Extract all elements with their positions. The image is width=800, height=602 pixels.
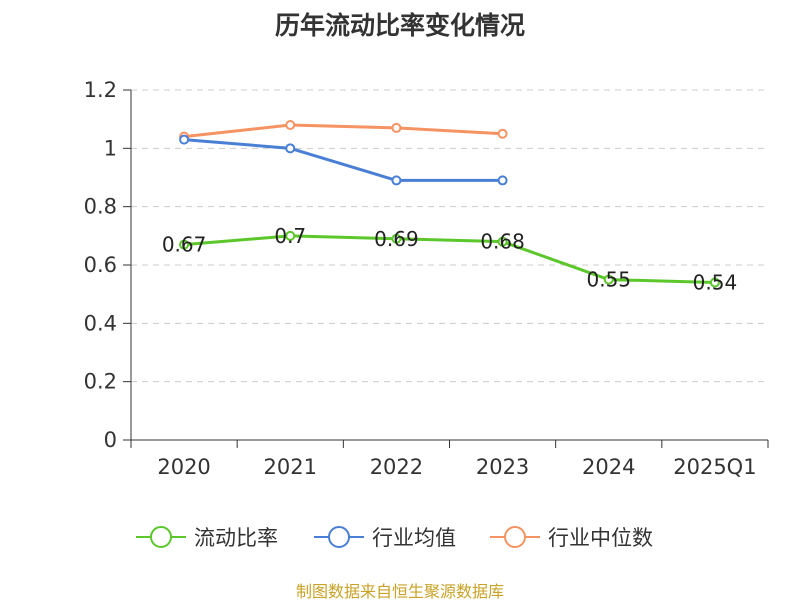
data-label: 0.55 <box>586 268 631 292</box>
data-label: 0.69 <box>374 227 419 251</box>
legend-marker <box>504 526 526 548</box>
legend-marker <box>328 526 350 548</box>
data-point <box>285 230 296 241</box>
legend-label: 流动比率 <box>194 526 278 550</box>
chart-title: 历年流动比率变化情况 <box>274 11 525 40</box>
grid-lines <box>131 89 768 383</box>
data-point <box>391 175 402 186</box>
x-tick-label: 2021 <box>264 455 317 479</box>
data-point <box>285 143 296 154</box>
x-tick-label: 2020 <box>157 455 210 479</box>
axes: 0 0.2 0.4 0.6 0.8 1 1.2 2020 2021 2022 2023 2024 202… <box>84 78 769 479</box>
series-line <box>183 138 503 182</box>
data-point <box>603 274 614 285</box>
y-tick-label: 0.4 <box>84 311 117 335</box>
series-lines <box>179 120 720 288</box>
x-tick-label: 2025Q1 <box>673 455 756 479</box>
y-tick-label: 1.2 <box>84 78 117 102</box>
data-point <box>391 233 402 244</box>
legend-marker <box>150 526 172 548</box>
y-tick-label: 1 <box>104 136 117 160</box>
data-label: 0.68 <box>480 230 525 254</box>
data-label: 0.54 <box>693 271 738 295</box>
data-point <box>179 239 190 250</box>
data-point <box>497 236 508 247</box>
data-label: 0.67 <box>162 233 207 257</box>
data-point <box>391 122 402 133</box>
data-point <box>497 175 508 186</box>
data-point <box>179 134 190 145</box>
series-line <box>183 234 715 284</box>
data-labels: 0.67 0.7 0.69 0.68 0.55 0.54 <box>162 224 737 295</box>
x-tick-label: 2023 <box>476 455 529 479</box>
x-tick-label: 2022 <box>370 455 423 479</box>
source-note: 制图数据来自恒生聚源数据库 <box>295 582 504 601</box>
data-label: 0.7 <box>274 224 306 248</box>
data-point <box>709 277 720 288</box>
y-tick-label: 0.8 <box>84 195 117 219</box>
x-tick-label: 2024 <box>582 455 635 479</box>
y-tick-label: 0 <box>104 428 117 452</box>
y-tick-label: 0.2 <box>84 370 117 394</box>
series-line <box>183 123 503 139</box>
legend-label: 行业中位数 <box>548 526 653 550</box>
legend: 流动比率 行业均值 行业中位数 <box>136 526 653 550</box>
data-point <box>497 128 508 139</box>
legend-label: 行业均值 <box>372 526 456 550</box>
y-tick-label: 0.6 <box>84 253 117 277</box>
data-point <box>285 120 296 130</box>
